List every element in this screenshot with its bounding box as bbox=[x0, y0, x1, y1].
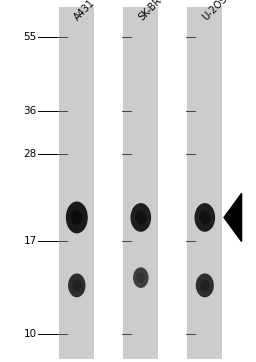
Polygon shape bbox=[131, 204, 151, 231]
Polygon shape bbox=[136, 211, 146, 224]
Text: U-2OS: U-2OS bbox=[200, 0, 229, 22]
Polygon shape bbox=[72, 211, 82, 224]
Text: 55: 55 bbox=[24, 32, 37, 42]
Polygon shape bbox=[201, 280, 209, 290]
Polygon shape bbox=[224, 193, 242, 241]
Text: A431: A431 bbox=[72, 0, 97, 22]
Text: 17: 17 bbox=[24, 236, 37, 246]
Polygon shape bbox=[195, 204, 215, 231]
Text: 36: 36 bbox=[24, 106, 37, 116]
Text: 10: 10 bbox=[24, 329, 37, 339]
Polygon shape bbox=[137, 273, 144, 282]
Polygon shape bbox=[67, 202, 87, 233]
Polygon shape bbox=[73, 280, 81, 290]
Polygon shape bbox=[69, 274, 85, 296]
Bar bbox=[123, 7, 158, 358]
Polygon shape bbox=[134, 268, 148, 287]
Polygon shape bbox=[197, 274, 213, 296]
Text: 28: 28 bbox=[24, 150, 37, 160]
Polygon shape bbox=[200, 211, 210, 224]
Text: SK-BR-3: SK-BR-3 bbox=[136, 0, 170, 22]
Bar bbox=[59, 7, 94, 358]
Bar bbox=[187, 7, 222, 358]
